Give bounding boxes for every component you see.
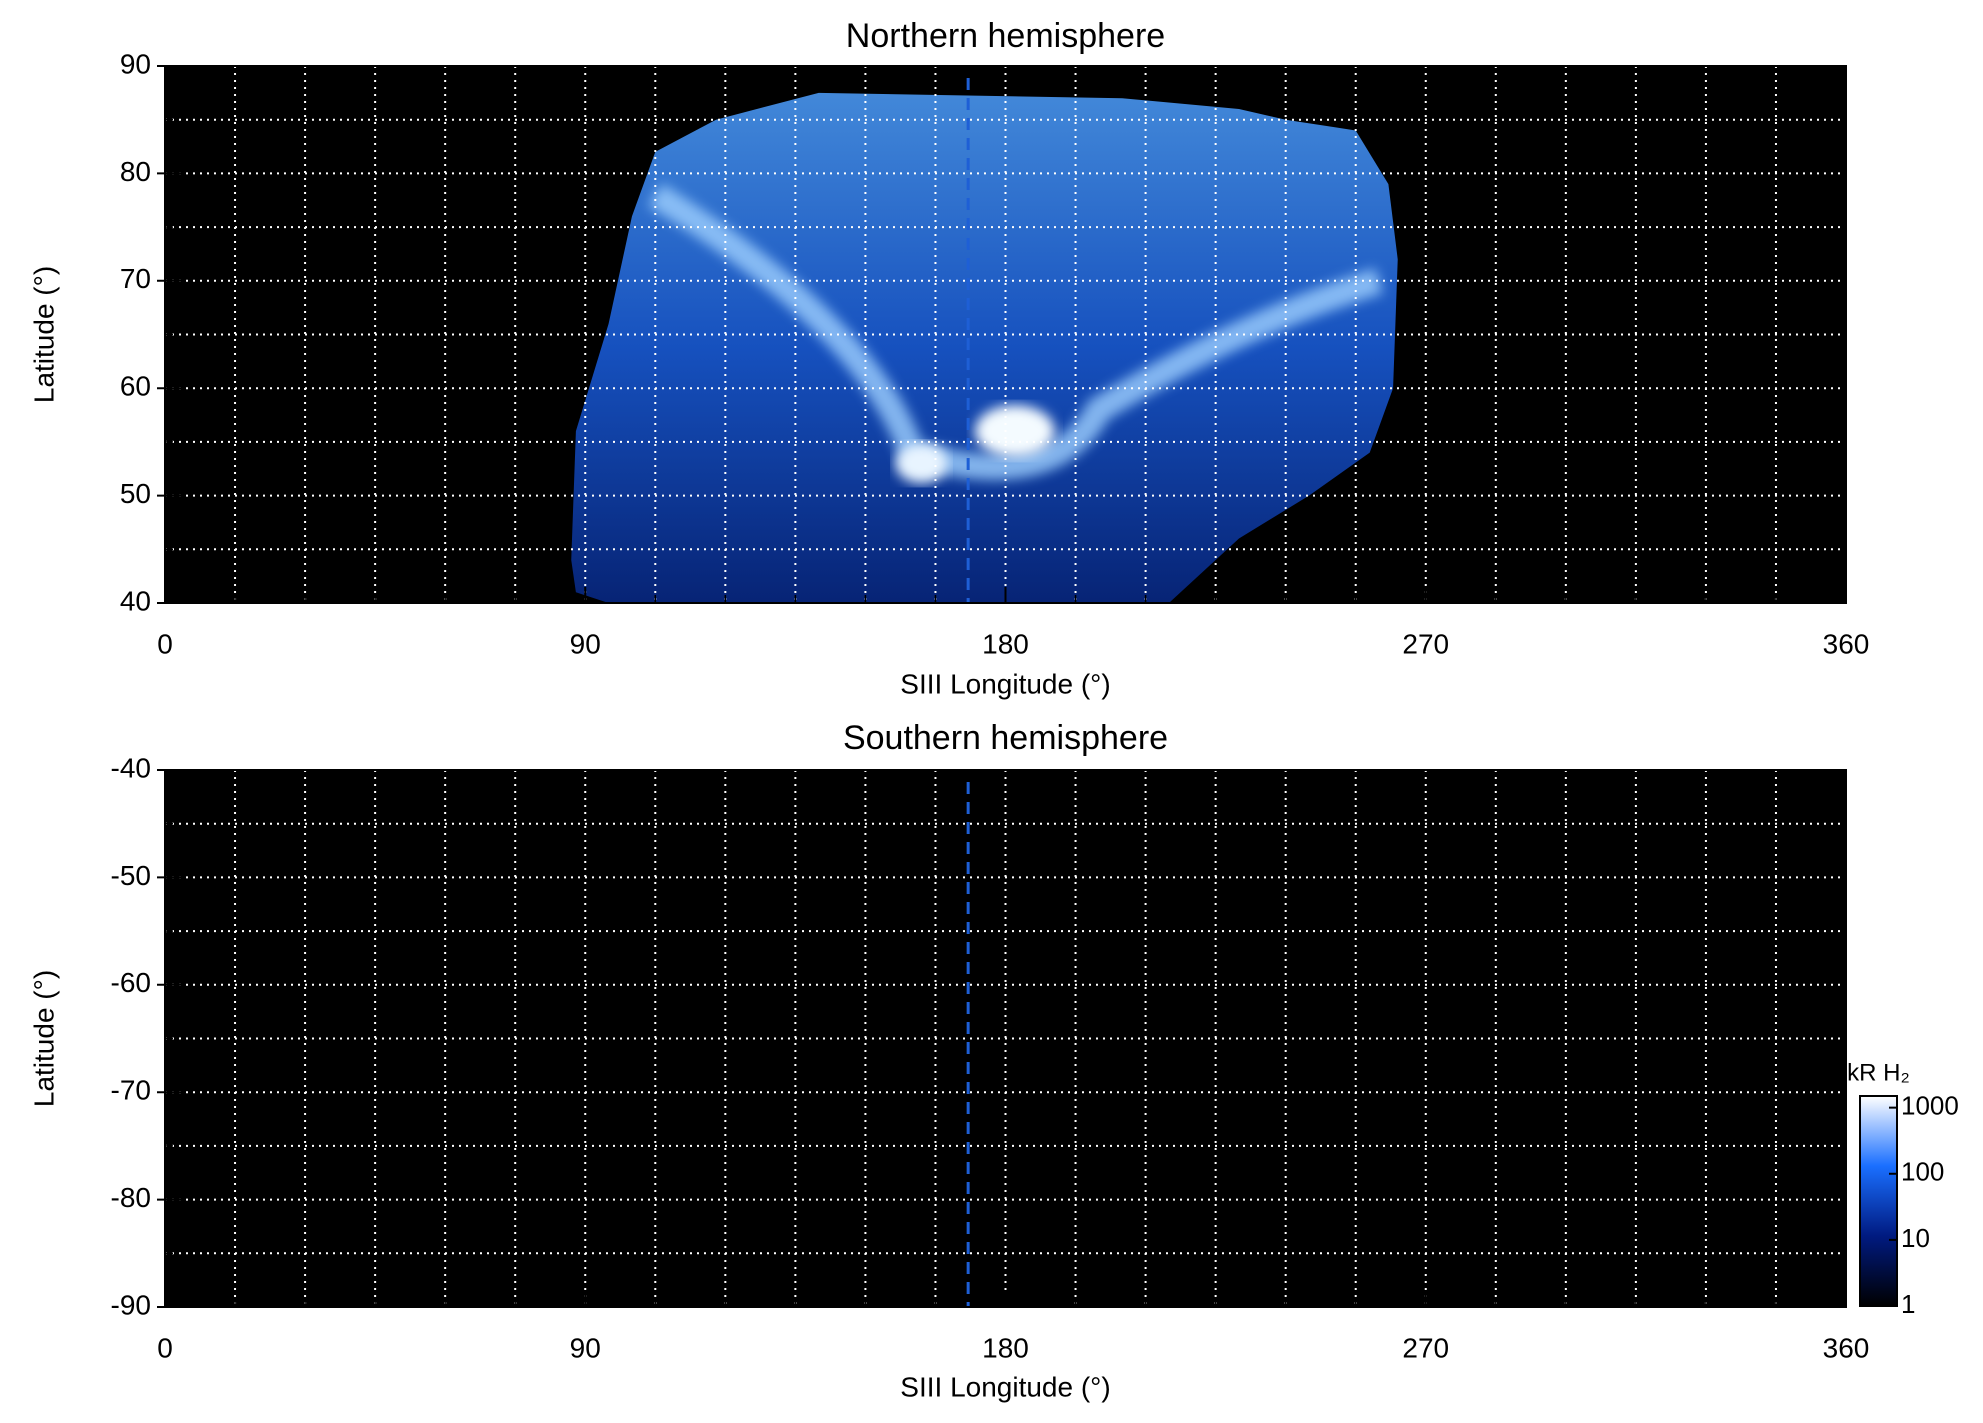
colorbar-tick-label: 1000 [1901, 1091, 1959, 1121]
x-tick-label: 180 [982, 1332, 1029, 1363]
chart-title: Northern hemisphere [846, 17, 1165, 55]
x-tick-label: 360 [1823, 628, 1870, 659]
colorbar-tick-label: 100 [1901, 1157, 1944, 1187]
colorbar-tick-label: 1 [1901, 1289, 1915, 1319]
y-tick-label: -90 [111, 1289, 151, 1320]
x-tick-label: 270 [1402, 1332, 1449, 1363]
x-tick-label: 0 [157, 1332, 173, 1363]
y-axis-label: Latitude (°) [28, 266, 59, 403]
colorbar-label: kR H₂ [1847, 1059, 1910, 1086]
emission-spot [974, 405, 1055, 458]
y-tick-label: -60 [111, 967, 151, 998]
plot-frame [164, 769, 1847, 1308]
y-tick-label: -40 [111, 752, 151, 783]
x-tick-label: 360 [1823, 1332, 1870, 1363]
x-axis-label: SIII Longitude (°) [900, 1371, 1110, 1402]
y-tick-label: -50 [111, 860, 151, 891]
emission-spot [895, 443, 948, 484]
x-tick-label: 0 [157, 628, 173, 659]
y-tick-label: 50 [120, 478, 151, 509]
colorbar-tick-label: 10 [1901, 1223, 1930, 1253]
x-tick-label: 180 [982, 628, 1029, 659]
x-tick-label: 270 [1402, 628, 1449, 659]
emission-area [571, 92, 1398, 603]
y-tick-label: -80 [111, 1182, 151, 1213]
plot-frame [164, 65, 1847, 604]
chart-title: Southern hemisphere [843, 719, 1168, 757]
y-tick-label: 70 [120, 263, 151, 294]
y-tick-label: 80 [120, 156, 151, 187]
y-tick-label: 40 [120, 585, 151, 616]
colorbar [1859, 1095, 1898, 1307]
y-axis-label: Latitude (°) [28, 970, 59, 1107]
emission-oval [648, 183, 1383, 480]
y-tick-label: -70 [111, 1075, 151, 1106]
x-tick-label: 90 [570, 1332, 601, 1363]
x-axis-label: SIII Longitude (°) [900, 668, 1110, 699]
y-tick-label: 60 [120, 371, 151, 402]
emission-region [571, 92, 1398, 603]
x-tick-label: 90 [570, 628, 601, 659]
y-tick-label: 90 [120, 48, 151, 79]
